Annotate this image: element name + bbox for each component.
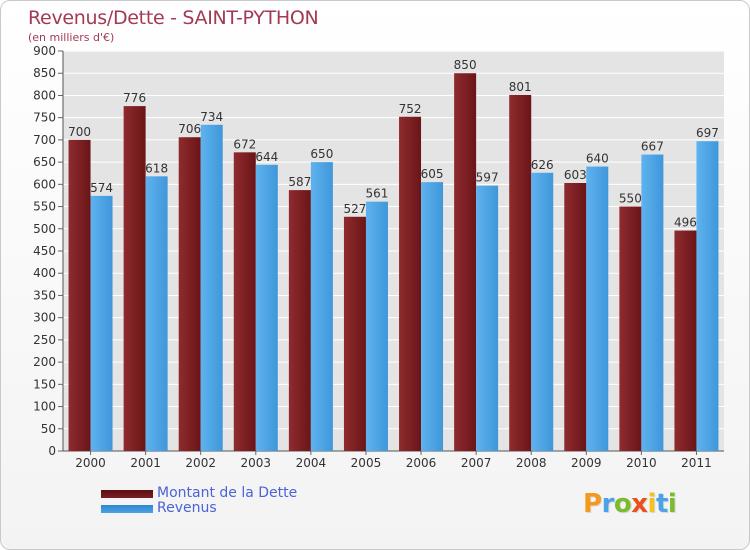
bar-dette <box>399 116 422 452</box>
y-tick-label: 600 <box>33 177 56 191</box>
x-tick-label: 2009 <box>571 456 602 470</box>
logo-letter: t <box>655 489 668 519</box>
data-label-dette: 496 <box>674 216 697 230</box>
bar-revenus <box>90 195 113 451</box>
logo-letter: i <box>647 489 657 519</box>
bar-revenus <box>641 154 664 452</box>
logo-letter: x <box>631 489 648 519</box>
legend-label-dette: Montant de la Dette <box>157 485 298 501</box>
x-tick-label: 2008 <box>516 456 547 470</box>
data-label-revenus: 644 <box>255 150 278 164</box>
bar-dette <box>123 106 146 451</box>
bar-revenus <box>531 172 554 451</box>
bar-dette <box>509 95 532 451</box>
legend-label-revenus: Revenus <box>157 500 217 516</box>
data-label-revenus: 640 <box>586 152 609 166</box>
bar-revenus <box>696 141 719 451</box>
data-label-dette: 752 <box>399 102 422 116</box>
data-label-dette: 550 <box>619 192 642 206</box>
y-tick-label: 900 <box>33 44 56 58</box>
data-label-dette: 527 <box>344 202 367 216</box>
y-tick-label: 200 <box>33 355 56 369</box>
data-label-dette: 706 <box>178 122 201 136</box>
y-tick-label: 550 <box>33 200 56 214</box>
bar-dette <box>674 230 697 451</box>
chart-title: Revenus/Dette - SAINT-PYTHON <box>28 7 319 29</box>
logo-letter: o <box>613 489 632 519</box>
data-label-revenus: 626 <box>531 158 554 172</box>
data-label-revenus: 605 <box>421 167 444 181</box>
bar-dette <box>619 206 642 451</box>
y-tick-label: 100 <box>33 400 56 414</box>
logo-letter: r <box>601 489 615 519</box>
data-label-dette: 776 <box>123 91 146 105</box>
bar-dette <box>454 73 477 451</box>
data-label-revenus: 650 <box>310 147 333 161</box>
bar-revenus <box>476 185 499 451</box>
bar-dette <box>288 190 311 451</box>
bar-dette <box>233 152 256 452</box>
y-tick-label: 300 <box>33 311 56 325</box>
data-label-revenus: 734 <box>200 110 223 124</box>
data-label-revenus: 618 <box>145 161 168 175</box>
data-label-dette: 700 <box>68 125 91 139</box>
data-label-dette: 587 <box>288 175 311 189</box>
bar-dette <box>343 216 366 451</box>
proxiti-logo: Proxiti <box>583 489 677 519</box>
data-label-revenus: 697 <box>696 126 719 140</box>
legend-swatch-revenus <box>101 505 153 513</box>
bar-revenus <box>421 182 444 451</box>
y-tick-label: 350 <box>33 288 56 302</box>
x-tick-label: 2001 <box>130 456 161 470</box>
y-tick-label: 700 <box>33 133 56 147</box>
bar-revenus <box>310 162 333 451</box>
data-label-revenus: 597 <box>476 171 499 185</box>
x-tick-label: 2005 <box>351 456 382 470</box>
bar-dette <box>68 139 91 451</box>
data-label-dette: 603 <box>564 168 587 182</box>
y-tick-label: 850 <box>33 66 56 80</box>
x-tick-label: 2002 <box>185 456 216 470</box>
y-tick-label: 750 <box>33 111 56 125</box>
bar-dette <box>178 137 201 451</box>
y-tick-label: 450 <box>33 244 56 258</box>
x-tick-label: 2011 <box>681 456 712 470</box>
data-label-revenus: 667 <box>641 140 664 154</box>
logo-letter: P <box>583 489 602 519</box>
y-tick-label: 650 <box>33 155 56 169</box>
bar-revenus <box>200 124 223 452</box>
bar-dette <box>564 183 587 451</box>
y-tick-label: 250 <box>33 333 56 347</box>
y-tick-label: 150 <box>33 377 56 391</box>
x-tick-label: 2003 <box>241 456 272 470</box>
x-tick-label: 2006 <box>406 456 437 470</box>
x-tick-label: 2000 <box>75 456 106 470</box>
bar-revenus <box>145 176 168 452</box>
y-tick-label: 800 <box>33 88 56 102</box>
data-label-dette: 801 <box>509 80 532 94</box>
y-tick-label: 400 <box>33 266 56 280</box>
bar-revenus <box>255 164 278 451</box>
bar-revenus <box>586 166 609 452</box>
data-label-dette: 850 <box>454 58 477 72</box>
x-tick-label: 2007 <box>461 456 492 470</box>
data-label-dette: 672 <box>233 137 256 151</box>
logo-letter: i <box>667 489 677 519</box>
data-label-revenus: 561 <box>366 187 389 201</box>
chart-subtitle: (en milliers d'€) <box>28 31 115 44</box>
y-tick-label: 500 <box>33 222 56 236</box>
y-tick-label: 50 <box>41 422 56 436</box>
x-tick-label: 2010 <box>626 456 657 470</box>
y-tick-label: 0 <box>48 444 56 458</box>
x-tick-label: 2004 <box>296 456 327 470</box>
legend-swatch-dette <box>101 490 153 498</box>
data-label-revenus: 574 <box>90 181 113 195</box>
bar-revenus <box>365 201 388 451</box>
